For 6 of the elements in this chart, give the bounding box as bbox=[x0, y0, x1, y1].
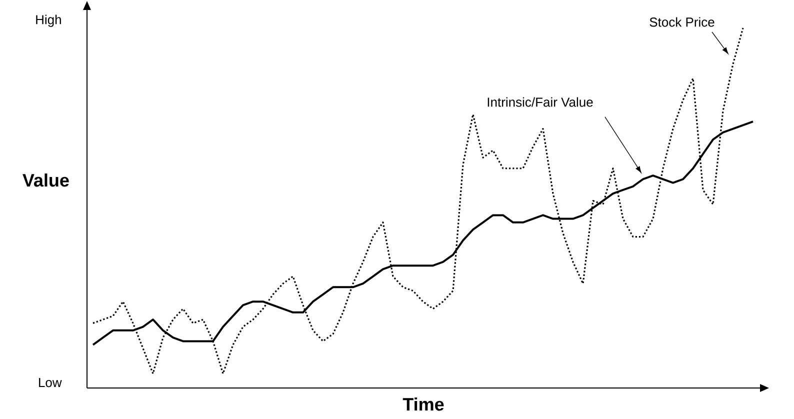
text: High bbox=[36, 14, 61, 27]
y-axis-title: Value bbox=[22, 173, 69, 187]
text: Stock Price bbox=[650, 17, 714, 27]
x-axis-title: Time bbox=[402, 398, 444, 411]
text: Intrinsic/Fair Value bbox=[488, 97, 593, 107]
text: Low bbox=[39, 378, 62, 388]
